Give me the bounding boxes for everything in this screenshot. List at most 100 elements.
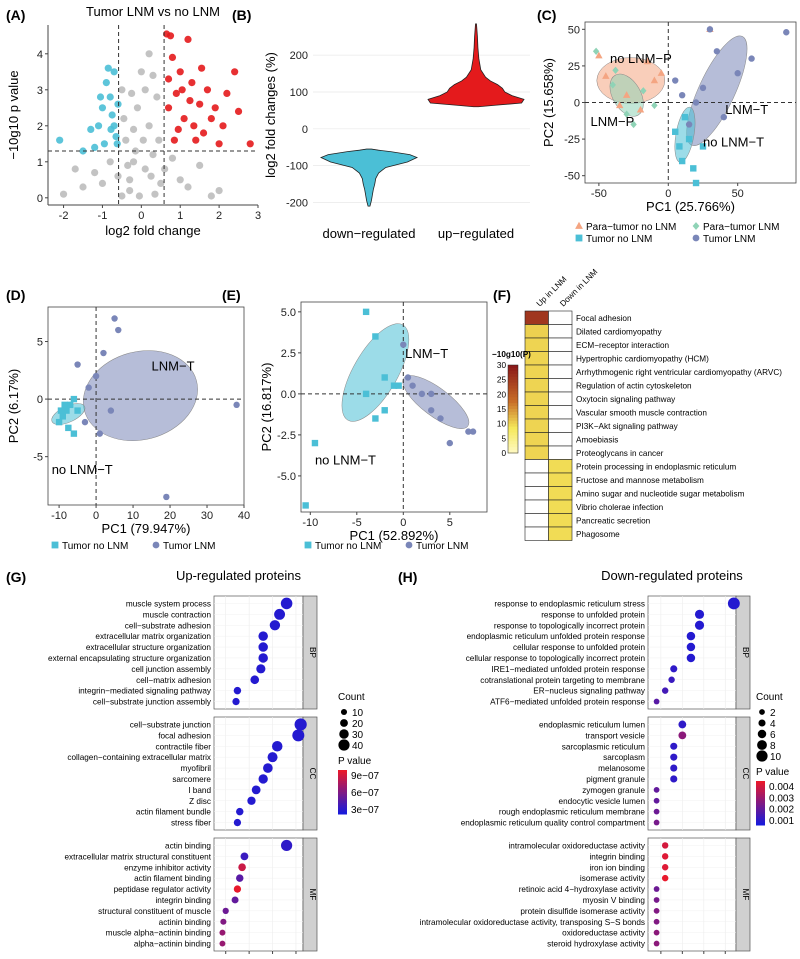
- data-point: [302, 502, 309, 509]
- data-point: [164, 104, 173, 112]
- data-point: [55, 418, 63, 426]
- y-axis-label: PC2 (6.17%): [6, 369, 21, 443]
- data-point: [91, 143, 99, 151]
- go-dot: [250, 675, 260, 685]
- legend-item: Para−tumor no LNM: [586, 222, 676, 233]
- pvalue-colorbar-segment: [338, 796, 347, 800]
- data-point: [147, 172, 155, 180]
- data-point: [428, 407, 435, 414]
- pvalue-colorbar-segment: [338, 792, 347, 795]
- go-dot: [678, 731, 687, 740]
- colorbar-segment: [508, 400, 518, 404]
- legend-item: Para−tumor LNM: [703, 222, 779, 233]
- data-point: [141, 86, 149, 94]
- volcano-chart: -2 -1 0 1 2 3 0 1 2 3 4 log2 fold change −10g10 p va…: [6, 4, 261, 238]
- data-point: [198, 64, 206, 72]
- colorbar-segment: [508, 388, 518, 392]
- heat-cell: [548, 445, 573, 460]
- go-term-label: integrin−mediated signaling pathway: [78, 687, 212, 696]
- data-point: [63, 407, 70, 414]
- data-point: [304, 541, 312, 549]
- data-point: [51, 541, 59, 549]
- data-point: [692, 234, 700, 242]
- data-point: [592, 47, 600, 55]
- colorbar-frame: [507, 364, 519, 454]
- data-point: [57, 407, 65, 414]
- heat-cell: [524, 310, 549, 325]
- heat-cell: [524, 486, 549, 501]
- data-point: [133, 104, 142, 112]
- x-tick-label: 5: [447, 517, 453, 529]
- data-point: [164, 75, 173, 83]
- data-point: [104, 64, 112, 72]
- y-tick-label: 50: [568, 24, 580, 36]
- heat-cell: [548, 405, 573, 420]
- data-point: [106, 158, 114, 166]
- plot-bg: [313, 22, 530, 208]
- group-label: no LNM−T: [315, 452, 376, 467]
- data-point: [404, 374, 412, 381]
- x-tick-label: 40: [238, 510, 250, 522]
- data-point: [612, 66, 619, 74]
- go-term-label: endoplasmic reticulum unfolded protein r…: [467, 632, 646, 641]
- facet-strip: [735, 595, 751, 710]
- x-tick-label: 0: [665, 188, 671, 200]
- colorbar-segment: [508, 447, 518, 451]
- pvalue-colorbar-segment: [756, 818, 765, 822]
- violin-1: [427, 23, 525, 108]
- count-legend-dot: [340, 719, 348, 727]
- data-point: [98, 179, 107, 187]
- heat-cell: [548, 432, 573, 447]
- data-point: [153, 93, 161, 101]
- colorbar-segment: [508, 414, 518, 419]
- pvalue-colorbar-segment: [756, 783, 765, 786]
- go-term-label: muscle alpha−actinin binding: [106, 929, 212, 938]
- y-tick-label: 0: [37, 394, 43, 406]
- data-point: [640, 87, 647, 95]
- pvalue-colorbar-segment: [756, 794, 765, 797]
- colorbar-segment: [508, 435, 518, 439]
- pvalue-colorbar-segment: [756, 822, 765, 826]
- heat-cell: [548, 351, 573, 366]
- data-point: [100, 140, 108, 148]
- pvalue-colorbar-segment: [756, 781, 765, 784]
- go-term-label: collagen−containing extracellular matrix: [67, 753, 211, 762]
- pvalue-colorbar-segment: [338, 805, 347, 808]
- pathway-label: Vascular smooth muscle contraction: [576, 409, 707, 418]
- facet-panel: [213, 595, 304, 710]
- go-dot: [661, 842, 669, 849]
- data-point: [699, 143, 707, 150]
- facet-strip: [302, 837, 318, 952]
- go-term-label: cell−substrate junction assembly: [93, 698, 212, 707]
- data-point: [128, 89, 136, 97]
- data-point: [395, 382, 402, 389]
- count-legend-dot: [340, 708, 348, 716]
- go-term-label: cell junction assembly: [131, 665, 212, 674]
- data-point: [70, 430, 78, 437]
- y-tick-label: -2.5: [277, 430, 296, 442]
- go-dot: [653, 940, 660, 947]
- data-point: [66, 401, 74, 409]
- y-axis-label: PC2 (15.658%): [541, 58, 556, 147]
- pvalue-colorbar-segment: [756, 785, 765, 789]
- data-point: [692, 99, 700, 106]
- y-tick-label: 0: [37, 193, 43, 205]
- data-point: [114, 172, 122, 180]
- data-point: [120, 115, 128, 123]
- go-dot: [653, 786, 660, 793]
- data-point: [678, 91, 686, 99]
- y-tick-label: 4: [37, 49, 43, 61]
- heat-cell: [548, 486, 573, 501]
- data-point: [139, 136, 147, 144]
- pvalue-colorbar-segment: [756, 803, 765, 806]
- confidence-ellipse: [83, 350, 198, 441]
- data-point: [685, 135, 693, 143]
- colorbar-segment: [508, 367, 518, 372]
- go-term-label: actin filament binding: [134, 874, 211, 883]
- y-tick-label: -25: [564, 134, 580, 146]
- data-point: [405, 541, 413, 549]
- heat-cell: [524, 499, 549, 514]
- pathway-label: Amino sugar and nucleotide sugar metabol…: [576, 490, 745, 499]
- go-dot: [694, 620, 705, 630]
